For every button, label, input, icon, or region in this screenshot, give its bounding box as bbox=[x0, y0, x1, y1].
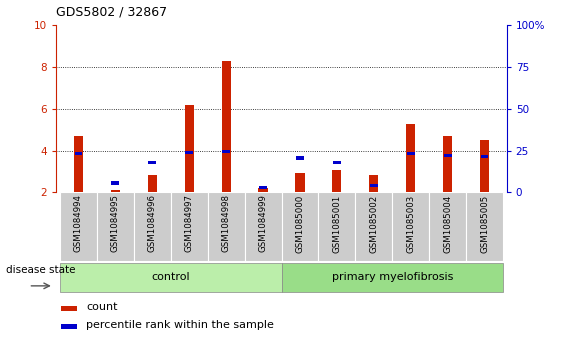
Bar bbox=[61, 325, 77, 329]
Bar bbox=[74, 152, 82, 155]
Bar bbox=[258, 188, 267, 192]
FancyBboxPatch shape bbox=[355, 192, 392, 261]
FancyBboxPatch shape bbox=[97, 192, 134, 261]
FancyBboxPatch shape bbox=[466, 192, 503, 261]
Text: GSM1084995: GSM1084995 bbox=[111, 195, 120, 252]
Bar bbox=[148, 175, 157, 192]
Bar bbox=[111, 190, 120, 192]
FancyBboxPatch shape bbox=[60, 192, 97, 261]
Text: GSM1085001: GSM1085001 bbox=[332, 195, 341, 253]
Text: GSM1084998: GSM1084998 bbox=[222, 195, 231, 252]
Bar bbox=[480, 140, 489, 192]
Bar bbox=[221, 61, 231, 192]
FancyBboxPatch shape bbox=[392, 192, 429, 261]
Text: primary myelofibrosis: primary myelofibrosis bbox=[332, 272, 453, 282]
Text: GSM1084999: GSM1084999 bbox=[258, 195, 267, 252]
FancyBboxPatch shape bbox=[244, 192, 282, 261]
FancyBboxPatch shape bbox=[60, 263, 282, 293]
Bar bbox=[149, 160, 156, 164]
FancyBboxPatch shape bbox=[282, 192, 319, 261]
Bar bbox=[222, 150, 230, 153]
Bar bbox=[185, 105, 194, 192]
FancyBboxPatch shape bbox=[208, 192, 244, 261]
Bar bbox=[259, 185, 267, 189]
Text: GSM1084997: GSM1084997 bbox=[185, 195, 194, 252]
Bar bbox=[443, 136, 452, 192]
Bar bbox=[444, 154, 452, 158]
Bar bbox=[481, 155, 489, 159]
FancyBboxPatch shape bbox=[319, 192, 355, 261]
FancyBboxPatch shape bbox=[134, 192, 171, 261]
Bar bbox=[333, 160, 341, 164]
Bar bbox=[369, 175, 378, 192]
Text: GSM1085003: GSM1085003 bbox=[406, 195, 415, 253]
Bar bbox=[406, 123, 415, 192]
FancyBboxPatch shape bbox=[282, 263, 503, 293]
Bar bbox=[74, 136, 83, 192]
Text: count: count bbox=[86, 302, 118, 312]
Text: GSM1085005: GSM1085005 bbox=[480, 195, 489, 253]
FancyBboxPatch shape bbox=[171, 192, 208, 261]
Text: GDS5802 / 32867: GDS5802 / 32867 bbox=[56, 5, 167, 18]
Bar bbox=[111, 182, 119, 184]
Text: GSM1085004: GSM1085004 bbox=[443, 195, 452, 253]
Text: GSM1085000: GSM1085000 bbox=[296, 195, 305, 253]
Bar bbox=[370, 184, 378, 187]
Bar bbox=[332, 171, 342, 192]
Text: GSM1084996: GSM1084996 bbox=[148, 195, 157, 252]
Bar bbox=[61, 306, 77, 311]
Text: disease state: disease state bbox=[6, 265, 75, 274]
Text: control: control bbox=[151, 272, 190, 282]
Text: percentile rank within the sample: percentile rank within the sample bbox=[86, 320, 274, 330]
Bar bbox=[407, 152, 414, 155]
Bar bbox=[296, 156, 304, 159]
FancyBboxPatch shape bbox=[429, 192, 466, 261]
Bar bbox=[296, 172, 305, 192]
Text: GSM1084994: GSM1084994 bbox=[74, 195, 83, 252]
Bar bbox=[185, 151, 193, 154]
Text: GSM1085002: GSM1085002 bbox=[369, 195, 378, 253]
